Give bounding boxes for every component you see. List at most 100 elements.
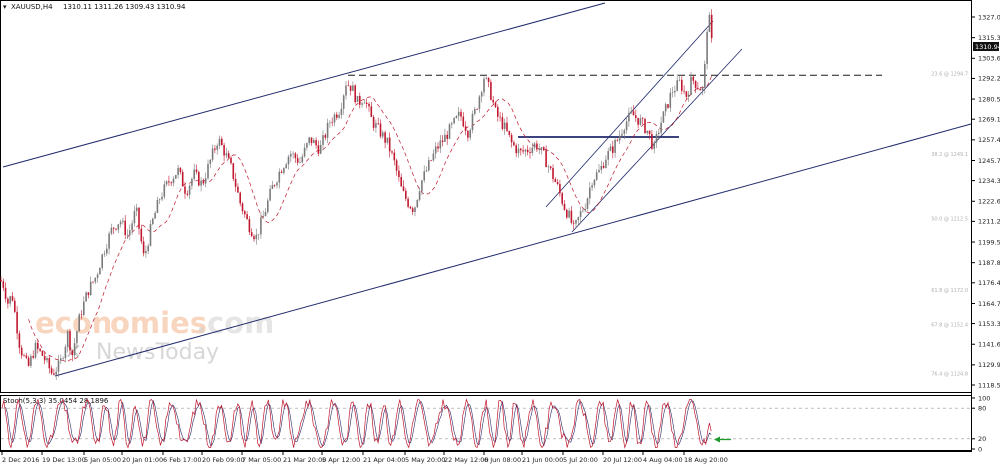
price-candle [23,353,25,357]
price-candle [662,111,665,123]
price-candle [158,198,161,205]
price-candle [179,167,182,175]
price-candle [25,352,28,360]
price-candle [492,95,494,106]
stoch-plot-frame [0,395,972,451]
price-candle [432,149,435,162]
price-candle [520,147,522,156]
price-candle [112,227,115,235]
price-candle [191,177,193,190]
price-candle [612,140,614,159]
time-tick-label: 6 Feb 17:00 [163,456,202,464]
price-candle [244,209,246,218]
price-candle [216,143,218,155]
price-candle [149,219,152,247]
price-tick-label: 1199.50 [978,238,1000,246]
stoch-main-line [1,398,712,449]
price-candle [584,203,586,212]
fib-level-label: 23.6 @ 1294.7 [931,72,968,78]
price-candle [193,163,195,182]
price-candle [434,142,437,159]
price-candle [287,154,290,170]
price-candle [170,181,172,187]
price-tick-label: 1280.50 [978,95,1000,103]
price-candle [503,118,506,135]
price-candle [246,211,248,220]
price-tick-label: 1245.70 [978,157,1000,165]
price-candle [628,107,630,127]
stoch-signal-line [5,399,712,448]
fib-level-label: 76.4 @ 1124.8 [931,371,968,377]
stoch-tick-label: 80 [978,405,986,413]
price-candle [46,356,48,364]
price-candle [4,282,7,303]
price-candle [391,150,393,155]
price-candle [250,228,253,237]
price-candle [103,250,106,257]
price-candle [577,216,580,226]
price-candle [556,178,559,186]
price-candle [152,217,154,226]
price-candle [411,206,414,215]
price-candle [0,276,2,282]
price-candle [437,142,439,153]
price-candle [602,162,605,169]
price-candle [342,94,345,115]
price-candle [625,116,628,134]
price-candle [200,177,202,192]
ohlc-values: 1310.11 1311.26 1309.43 1310.94 [63,3,186,11]
current-price-box [973,42,999,51]
price-tick-label: 1292.20 [978,75,1000,83]
price-candle [16,306,18,340]
time-tick-label: 4 Aug 04:00 [643,456,683,464]
price-candle [310,137,313,146]
price-tick-label: 1141.60 [978,341,1000,349]
price-candle [296,154,299,166]
price-tick-label: 1269.10 [978,115,1000,123]
price-candle [572,219,575,230]
price-candle [181,169,184,187]
price-candle [379,119,382,139]
price-candle [453,117,455,125]
price-candle [457,106,460,121]
price-candle [299,156,301,164]
price-candle [372,114,375,131]
menu-triangle-icon[interactable]: ▾ [3,3,7,11]
watermark-omies: omies [110,306,207,340]
price-candle [37,340,39,354]
price-candle [464,121,467,136]
price-candle [69,328,71,355]
price-candle [211,144,214,162]
price-candle [393,149,396,166]
price-candle [448,122,451,140]
price-candle [257,234,260,240]
price-candle [386,137,389,145]
price-candle [421,179,423,196]
price-candle [239,191,241,207]
price-candle [30,353,32,368]
stoch-tick-label: 0 [978,445,982,453]
price-candle [664,102,667,117]
price-candle [398,165,400,182]
price-candle [2,278,5,291]
price-candle [117,224,120,234]
price-candle [455,115,458,119]
price-candle [175,174,177,179]
price-candle [533,141,536,151]
price-candle [409,205,412,210]
price-candle [260,212,262,239]
price-candle [430,159,432,162]
price-candle [188,184,191,200]
price-tick-label: 1153.30 [978,320,1000,328]
price-candle [517,143,520,158]
time-tick-label: 22 May 12:00 [444,456,489,464]
time-tick-label: 21 Mar 20:00 [283,456,326,464]
price-candle [338,111,340,120]
fib-level-label: 50.0 @ 1212.5 [931,217,968,223]
price-candle [317,140,320,157]
price-candle [382,130,384,139]
price-candle [614,137,616,158]
price-candle [7,297,9,309]
